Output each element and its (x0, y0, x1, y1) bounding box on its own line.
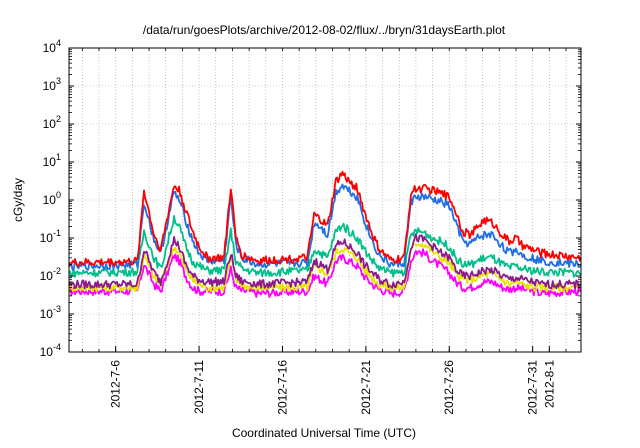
x-axis-label: Coordinated Universal Time (UTC) (232, 426, 416, 440)
y-axis: 104 103 102 101 100 10-1 10-2 10-3 10-4 (40, 38, 581, 359)
y-tick-label: 100 (43, 190, 61, 207)
series-line-blue (68, 183, 582, 271)
y-tick-label: 10-1 (40, 228, 61, 245)
series-layer (68, 170, 582, 298)
x-tick-label: 2012-7-16 (275, 360, 289, 415)
x-tick-label: 2012-8-1 (542, 360, 556, 408)
y-tick-label: 102 (43, 114, 61, 131)
series-line-purple (68, 233, 582, 290)
x-tick-label: 2012-7-6 (109, 360, 123, 408)
series-line-yellow (68, 242, 582, 293)
x-tick-label: 2012-7-26 (442, 360, 456, 415)
y-tick-label: 104 (43, 38, 61, 55)
y-tick-label: 10-3 (40, 304, 61, 321)
x-axis: 2012-7-6 2012-7-11 2012-7-16 2012-7-21 2012-… (81, 48, 567, 415)
series-line-red (68, 170, 582, 267)
y-axis-label: cGy/day (11, 178, 25, 222)
series-line-magenta (68, 248, 582, 298)
y-tick-label: 10-2 (40, 266, 61, 283)
y-tick-label: 10-4 (40, 342, 61, 359)
y-tick-label: 101 (43, 152, 61, 169)
x-tick-label: 2012-7-21 (359, 360, 373, 415)
y-tick-label: 103 (43, 76, 61, 93)
series-line-green (68, 215, 582, 278)
chart-title: /data/run/goesPlots/archive/2012-08-02/f… (143, 23, 506, 37)
x-tick-label: 2012-7-11 (192, 360, 206, 414)
x-tick-label: 2012-7-31 (526, 360, 540, 415)
